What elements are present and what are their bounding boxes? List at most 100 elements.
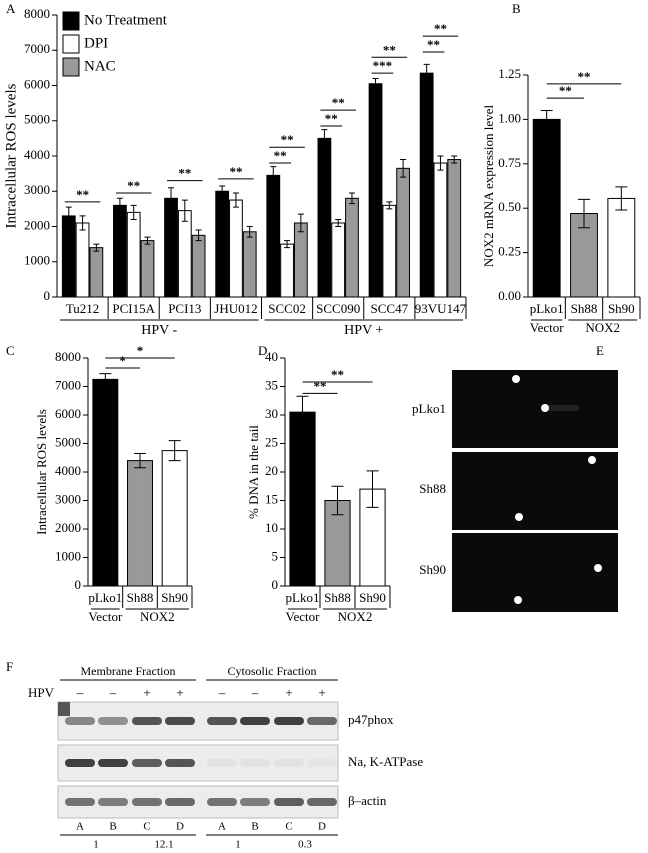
error-bar — [372, 77, 379, 90]
comet — [514, 596, 522, 604]
bar — [419, 72, 434, 298]
significance-label: ** — [559, 83, 572, 98]
x-tick-label: PCI15A — [112, 301, 155, 316]
blot-band — [274, 717, 304, 725]
bar — [215, 190, 230, 298]
bar — [89, 247, 104, 298]
y-tick-label: 1.25 — [498, 66, 521, 81]
significance-label: ** — [332, 95, 345, 110]
error-bar — [321, 129, 328, 148]
hpv-sign: – — [251, 685, 259, 700]
bar — [164, 197, 178, 298]
hpv-sign: + — [318, 685, 325, 700]
blot-band — [240, 717, 270, 725]
comet — [515, 513, 523, 521]
lane-label: C — [143, 821, 150, 833]
error-bar — [615, 186, 628, 211]
comet-images — [452, 370, 618, 612]
y-tick-label: 5000 — [24, 112, 50, 127]
x-tick-label: Sh88 — [571, 301, 598, 316]
y-tick-label: 5000 — [55, 434, 81, 449]
significance-label: ** — [274, 148, 287, 163]
blot-band — [165, 717, 195, 725]
comet-image — [452, 452, 618, 530]
ratio-label: 1 — [235, 839, 241, 851]
blot-band — [65, 759, 95, 767]
bar — [266, 174, 281, 298]
y-tick-label: 6000 — [24, 76, 50, 91]
error-bar — [219, 185, 226, 198]
group-label: NOX2 — [140, 609, 175, 624]
y-tick-label: 0.25 — [498, 244, 521, 259]
hpv-sign: – — [76, 685, 84, 700]
panel-label: E — [596, 343, 604, 358]
y-tick-label: 35 — [265, 377, 278, 392]
blot-band — [165, 798, 195, 806]
bar — [61, 215, 76, 298]
bar — [532, 118, 561, 298]
blot-artifact — [58, 702, 70, 716]
legend-label: NAC — [84, 58, 116, 74]
x-tick-label: Sh88 — [324, 590, 351, 605]
x-tick-label: pLko1 — [286, 590, 320, 605]
hpv-sign: + — [176, 685, 183, 700]
bar — [280, 243, 294, 298]
y-tick-label: 25 — [265, 434, 278, 449]
significance-label: ** — [76, 187, 89, 202]
significance-label: ** — [229, 164, 242, 179]
bar — [113, 204, 127, 298]
bar — [289, 411, 316, 587]
error-bar — [366, 470, 379, 508]
group-label: Vector — [530, 320, 565, 335]
y-tick-label: 40 — [265, 349, 278, 364]
comet-label: Sh88 — [419, 481, 446, 496]
lane-label: D — [318, 821, 326, 833]
blot-band — [132, 798, 162, 806]
blot-band — [65, 717, 95, 725]
comet-image — [452, 370, 618, 448]
bar — [140, 240, 155, 298]
error-bar — [99, 373, 112, 386]
ratio-label: 12.1 — [154, 839, 173, 851]
blot-band — [165, 759, 195, 767]
panel-label: A — [6, 1, 16, 16]
error-bar — [348, 192, 355, 205]
y-tick-label: 1000 — [55, 548, 81, 563]
comet — [588, 456, 596, 464]
x-tick-label: PCI13 — [168, 301, 201, 316]
y-axis-label: NOX2 mRNA expression level — [481, 105, 496, 268]
bar — [161, 450, 188, 587]
error-bar — [296, 395, 309, 429]
error-bar — [134, 452, 146, 469]
x-tick-label: 93VU147 — [415, 301, 467, 316]
y-tick-label: 0 — [44, 288, 51, 303]
significance-label: ** — [434, 21, 447, 36]
x-tick-label: pLko1 — [530, 301, 564, 316]
y-tick-label: 0 — [272, 577, 279, 592]
legend-label: DPI — [84, 35, 108, 51]
ratio-label: 0.3 — [298, 839, 312, 851]
panel-label: F — [6, 659, 13, 674]
group-label: HPV - — [141, 323, 177, 338]
panel-label: D — [258, 343, 267, 358]
group-label: Vector — [286, 609, 321, 624]
y-tick-label: 20 — [265, 463, 278, 478]
blot-band — [274, 798, 304, 806]
significance-label: ** — [314, 378, 327, 393]
y-tick-label: 2000 — [24, 217, 50, 232]
y-axis-label: Intracellular ROS levels — [34, 409, 49, 535]
error-bar — [451, 155, 458, 164]
x-tick-label: SCC47 — [371, 301, 409, 316]
significance-label: ** — [281, 132, 294, 147]
y-tick-label: 7000 — [55, 377, 81, 392]
fraction-label: Cytosolic Fraction — [228, 664, 317, 678]
blot-band — [65, 798, 95, 806]
error-bar — [400, 159, 407, 178]
bar — [229, 199, 243, 298]
blot-band — [98, 717, 128, 725]
error-bar — [297, 213, 304, 233]
error-bar — [331, 485, 344, 516]
y-tick-label: 4000 — [55, 463, 81, 478]
blot-band — [98, 759, 128, 767]
bar — [242, 231, 257, 298]
